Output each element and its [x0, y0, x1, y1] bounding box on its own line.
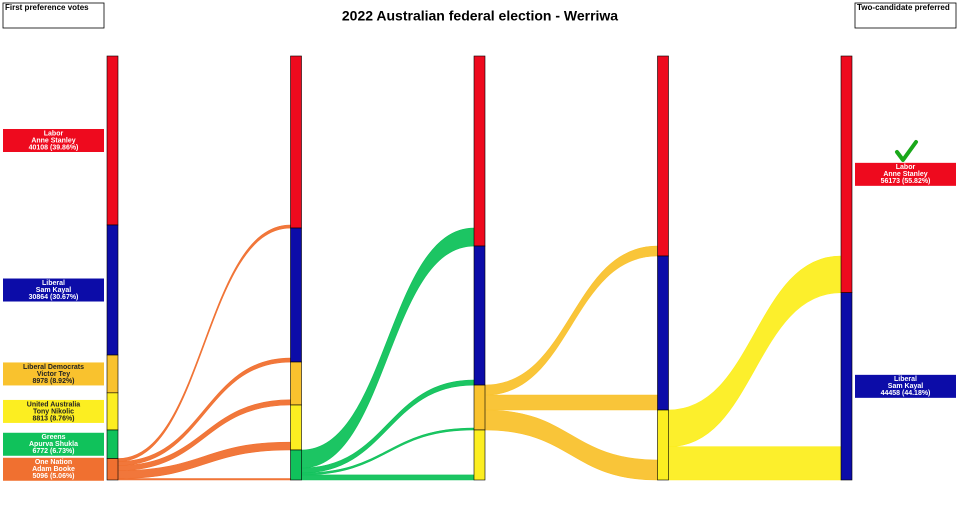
column-segment: [657, 255, 669, 411]
winner-check: [895, 140, 918, 162]
candidate-votes: 30864 (30.67%): [29, 294, 79, 301]
candidate-name: Sam Kayal: [36, 287, 71, 294]
column-segment: [290, 227, 302, 363]
candidate-party: Labor: [896, 164, 916, 171]
column-segment: [840, 292, 853, 481]
candidate-name: Anne Stanley: [31, 137, 75, 144]
preference-flow: [484, 245, 658, 396]
candidate-votes: 8978 (8.92%): [32, 378, 74, 385]
column-segment: [106, 55, 119, 226]
candidate-name: Apurva Shukla: [29, 441, 78, 448]
preference-flow: [117, 224, 291, 462]
candidate-party: Greens: [41, 434, 65, 441]
candidate-name: Victor Tey: [37, 371, 70, 378]
candidate-name: Tony Nikolic: [33, 408, 74, 415]
column-segment: [473, 384, 486, 431]
candidate-votes: 40108 (39.86%): [29, 144, 79, 151]
column-segment: [657, 409, 669, 481]
left-label: First preference votes: [5, 3, 89, 12]
right-label-box: [854, 2, 957, 29]
column-segment: [106, 354, 119, 394]
column-segment: [473, 245, 486, 386]
candidate-name: Sam Kayal: [888, 383, 923, 390]
candidate-party: Liberal: [894, 376, 917, 383]
candidate-label-box: [3, 399, 104, 423]
preference-flow: [301, 227, 475, 469]
preference-flow: [117, 478, 291, 481]
flows: [117, 224, 842, 481]
preference-flow: [668, 255, 842, 447]
candidate-label-box: [3, 278, 104, 302]
candidate-votes: 56173 (55.82%): [881, 178, 931, 185]
candidate-label-box: [3, 362, 104, 386]
left-label-box: [2, 2, 105, 29]
column-segment: [106, 224, 119, 356]
candidate-name: Adam Booke: [32, 466, 75, 473]
preference-flow: [668, 446, 842, 481]
column-segment: [290, 55, 302, 229]
chart-title: 2022 Australian federal election - Werri…: [342, 8, 618, 24]
candidate-votes: 44458 (44.18%): [881, 390, 931, 397]
column-segment: [290, 404, 302, 451]
candidate-name: Anne Stanley: [883, 171, 927, 178]
candidate-party: One Nation: [35, 459, 72, 466]
column-segment: [106, 429, 119, 459]
candidate-label-box: [855, 374, 956, 398]
preference-flow: [484, 409, 658, 481]
candidate-label-box: [3, 128, 104, 152]
column-segment: [290, 449, 302, 481]
candidate-party: Liberal: [42, 280, 65, 287]
column-segment: [290, 361, 302, 406]
candidate-label-box: [3, 457, 104, 481]
column-segment: [106, 458, 119, 481]
candidate-votes: 5096 (5.06%): [32, 473, 74, 480]
candidate-label-box: [3, 432, 104, 456]
candidate-party: Labor: [44, 130, 64, 137]
column-segment: [473, 55, 486, 247]
column-segment: [657, 55, 669, 257]
candidate-votes: 8813 (8.76%): [32, 415, 74, 422]
right-label: Two-candidate preferred: [857, 3, 950, 12]
candidate-party: United Australia: [27, 401, 81, 408]
preference-flow: [484, 394, 658, 411]
preference-flow: [301, 474, 475, 481]
column-segment: [473, 429, 486, 481]
column-segment: [840, 55, 853, 293]
candidate-party: Liberal Democrats: [23, 364, 84, 371]
bars: [106, 55, 853, 481]
candidate-votes: 6772 (6.73%): [32, 448, 74, 455]
candidate-label-box: [855, 162, 956, 186]
column-segment: [106, 392, 119, 431]
